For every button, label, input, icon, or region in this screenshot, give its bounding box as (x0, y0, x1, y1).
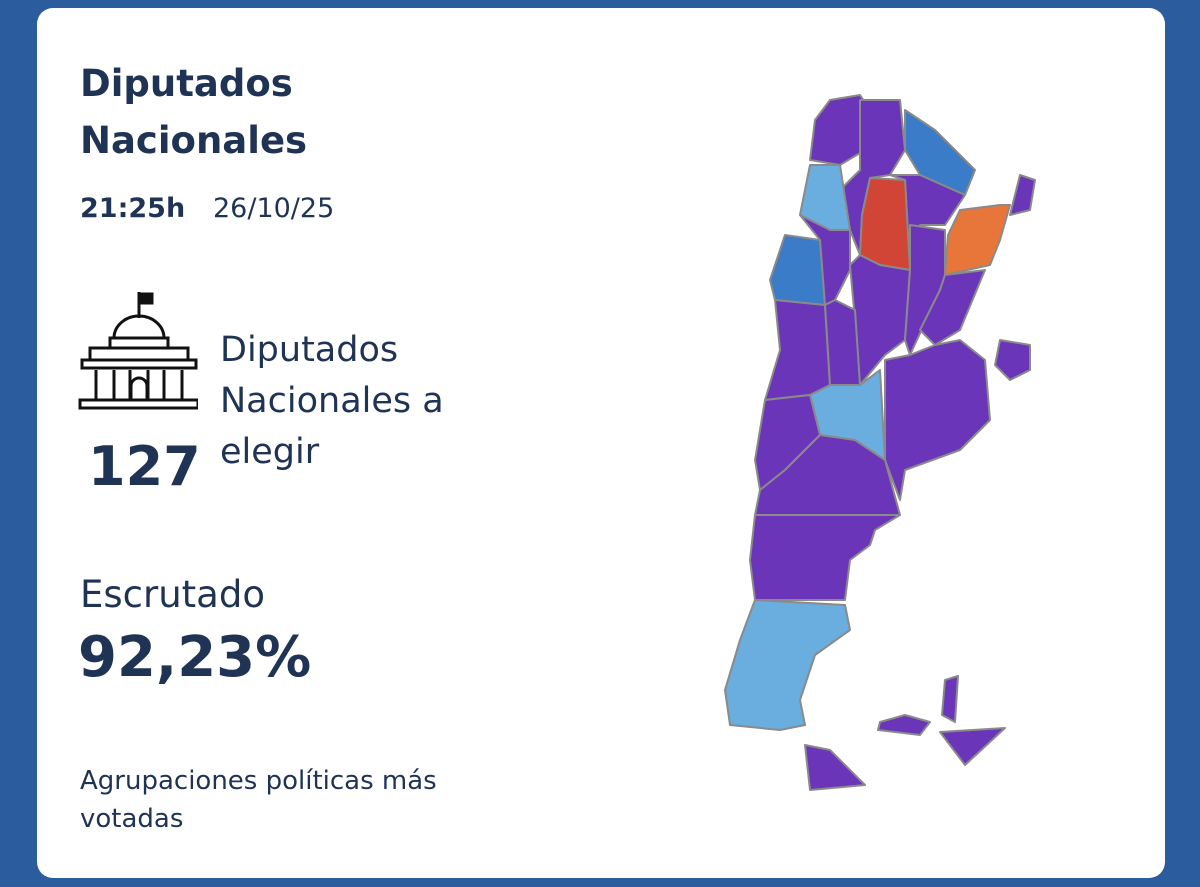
province (724, 599, 851, 731)
province (994, 339, 1031, 381)
province (804, 744, 866, 791)
count-label: Escrutado (80, 573, 265, 616)
province (859, 177, 911, 271)
seats-count: 127 (88, 435, 201, 498)
province (1009, 174, 1036, 216)
province (769, 234, 826, 306)
province (809, 94, 871, 166)
congress-icon (78, 292, 198, 410)
islands (941, 675, 959, 723)
province (944, 204, 1011, 276)
province (884, 339, 991, 501)
count-value: 92,23% (78, 625, 312, 690)
province (799, 214, 851, 306)
province (749, 514, 901, 601)
province (764, 299, 831, 401)
footer-text: Agrupaciones políticas más votadas (80, 766, 437, 834)
islands (877, 714, 931, 736)
province (824, 299, 861, 386)
seats-label: Diputados Nacionales a elegir (220, 330, 444, 472)
date: 26/10/25 (213, 193, 335, 224)
time: 21:25h (80, 193, 186, 224)
antarctic-sector (939, 727, 1006, 766)
title: Diputados Nacionales (80, 62, 308, 162)
